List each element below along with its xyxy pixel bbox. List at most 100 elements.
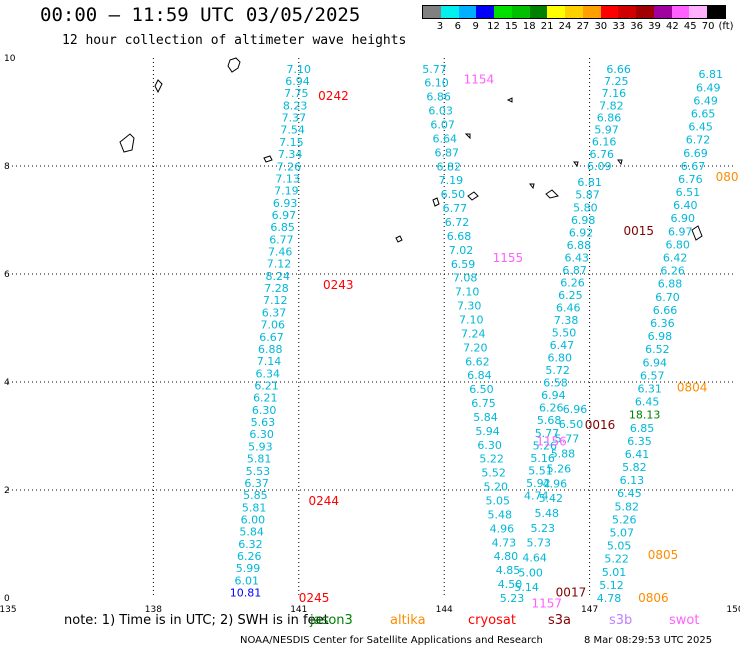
wave-height-value: 18.13 [629,409,661,422]
wave-height-value: 6.58 [543,377,568,390]
wave-height-value: 5.80 [573,201,598,214]
pass-time-label: 0244 [308,494,339,508]
wave-height-value: 6.07 [430,119,455,132]
wave-height-value: 5.73 [526,537,551,550]
satellite-legend-swot: swot [669,613,700,628]
pass-time-label: 1157 [531,596,562,610]
wave-height-value: 5.85 [243,489,268,502]
wave-height-value: 6.81 [699,68,724,81]
wave-height-value: 7.38 [554,314,579,327]
wave-height-value: 5.87 [575,189,600,202]
colorbar-swatch [476,6,495,18]
wave-height-value: 6.59 [451,258,476,271]
wave-height-value: 5.48 [535,507,560,520]
wave-height-value: 4.80 [494,550,519,563]
colorbar-swatch [636,6,654,18]
y-tick-label: 8 [4,162,10,172]
wave-height-value: 6.87 [562,264,587,277]
colorbar-tick-label: 30 [594,21,608,32]
wave-height-value: 5.05 [486,495,511,508]
wave-height-value: 6.45 [635,396,660,409]
wave-height-value: 5.07 [609,527,634,540]
wave-height-value: 5.14 [514,581,539,594]
pass-time-label: 0806 [638,591,669,605]
colorbar-swatch [423,6,441,18]
island-outline [395,235,403,243]
wave-height-value: 5.53 [246,465,271,478]
wave-height-value: 6.40 [673,199,698,212]
wave-height-value: 6.84 [467,369,492,382]
wave-height-value: 5.84 [239,526,264,539]
wave-height-value: 6.77 [443,202,468,215]
colorbar-swatch [671,6,690,18]
wave-height-value: 6.37 [244,477,269,490]
wave-height-value: 6.00 [241,514,266,527]
wave-height-value: 6.98 [648,330,673,343]
wave-height-value: 6.77 [269,233,294,246]
colorbar-tick-label: 70 [701,21,715,32]
wave-height-value: 5.12 [599,579,624,592]
wave-height-value: 6.66 [606,63,631,76]
pass-time-label: 0017 [556,586,587,600]
colorbar-swatch [653,6,672,18]
wave-height-value: 7.19 [274,185,299,198]
wave-height-value: 5.51 [528,464,553,477]
wave-height-value: 5.77 [555,433,580,446]
wave-height-value: 6.97 [272,209,297,222]
wave-height-value: 6.76 [678,173,703,186]
wave-height-value: 5.23 [500,592,525,605]
wave-height-value: 6.49 [696,81,721,94]
wave-height-value: 5.72 [545,364,570,377]
wave-height-value: 7.10 [455,286,480,299]
wave-height-value: 6.49 [693,94,718,107]
wave-height-value: 6.75 [471,397,496,410]
y-tick-label: 10 [4,54,16,64]
wave-height-value: 7.75 [284,87,309,100]
wave-height-value: 7.26 [277,160,302,173]
wave-height-value: 6.57 [640,369,665,382]
wave-height-value: 7.37 [282,112,307,125]
island-outline [617,159,623,166]
wave-height-value: 5.20 [483,481,508,494]
x-tick-label: 138 [145,605,162,615]
wave-height-value: 8.23 [283,99,308,112]
wave-height-value: 6.46 [556,301,581,314]
colorbar-swatch [600,6,619,18]
wave-height-value: 7.08 [453,272,478,285]
wave-height-value: 6.82 [437,160,462,173]
island-outline [529,183,535,190]
wave-height-value: 6.65 [691,107,716,120]
wave-height-value: 5.01 [602,566,627,579]
wave-height-value: 6.93 [273,197,298,210]
colorbar-tick-label: 21 [540,21,554,32]
wave-height-value: 5.00 [518,566,543,579]
wave-height-value: 6.86 [597,111,622,124]
wave-height-value: 6.26 [539,402,564,415]
wave-height-value: 6.25 [558,289,583,302]
island-outline [467,191,479,201]
colorbar-swatch [582,6,601,18]
wave-height-value: 6.01 [234,574,259,587]
wave-height-value: 10.81 [230,587,262,600]
colorbar-swatch [618,6,637,18]
wave-height-tracks: 7.106.947.758.237.377.547.157.347.267.13… [230,63,723,605]
wave-height-value: 5.82 [615,500,640,513]
colorbar-swatch [565,6,583,18]
wave-height-value: 5.50 [552,327,577,340]
wave-height-value: 6.88 [258,343,283,356]
wave-height-value: 6.81 [577,176,602,189]
wave-height-value: 6.94 [285,75,310,88]
wave-height-value: 5.05 [607,540,632,553]
coastlines [119,57,703,243]
wave-height-value: 6.26 [237,550,262,563]
wave-height-value: 5.68 [537,414,562,427]
satellite-legend-jason3: jason3 [310,613,353,628]
wave-height-value: 5.42 [539,492,564,505]
wave-height-value: 7.25 [604,75,629,88]
footer-timestamp: 8 Mar 08:29:53 UTC 2025 [584,635,713,646]
wave-height-value: 6.52 [645,343,670,356]
x-tick-label: 135 [0,605,17,615]
wave-height-value: 6.72 [686,134,711,147]
wave-height-value: 6.42 [663,252,688,265]
wave-height-value: 6.47 [550,339,575,352]
